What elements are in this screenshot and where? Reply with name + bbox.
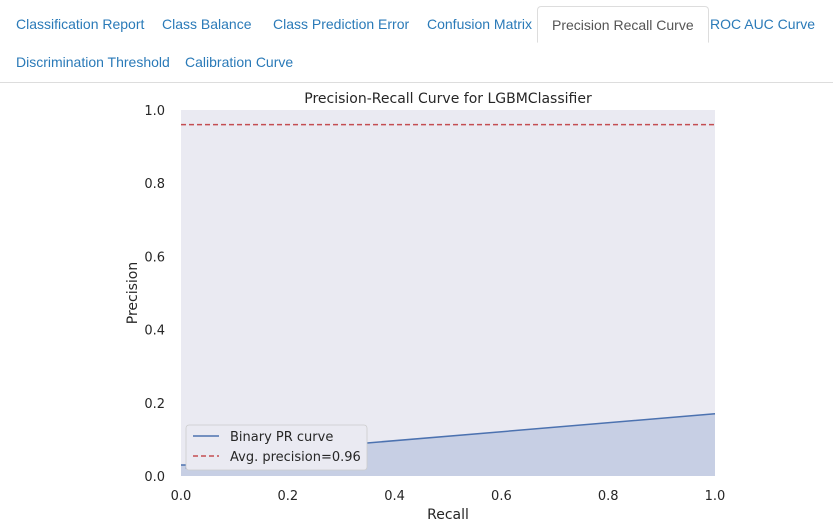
tab-precision-recall-curve[interactable]: Precision Recall Curve	[537, 6, 709, 43]
tab-class-prediction-error[interactable]: Class Prediction Error	[273, 16, 410, 32]
tab-calibration-curve[interactable]: Calibration Curve	[185, 54, 294, 70]
report-tabs: Classification Report Class Balance Clas…	[0, 0, 833, 83]
x-axis-label: Recall	[427, 507, 469, 523]
chart-area: 0.0 0.2 0.4 0.6 0.8 1.0 0.0 0.2 0.4 0.6 0.8 1.0 Pr…	[0, 83, 833, 523]
y-tick-label: 0.8	[144, 177, 165, 192]
tab-confusion-matrix[interactable]: Confusion Matrix	[427, 16, 533, 32]
y-tick-label: 1.0	[144, 104, 165, 119]
legend-box	[185, 424, 368, 471]
x-tick-label: 0.2	[277, 489, 298, 504]
tab-class-balance[interactable]: Class Balance	[162, 16, 252, 32]
x-tick-label: 1.0	[705, 489, 726, 504]
x-tick-label: 0.6	[491, 489, 512, 504]
legend-label-avg-precision: Avg. precision=0.96	[230, 450, 361, 465]
y-tick-label: 0.4	[144, 324, 165, 339]
legend-label-pr-curve: Binary PR curve	[230, 430, 333, 445]
x-tick-label: 0.0	[171, 489, 192, 504]
tab-discrimination-threshold[interactable]: Discrimination Threshold	[16, 54, 170, 70]
y-tick-label: 0.2	[144, 397, 165, 412]
precision-recall-chart: 0.0 0.2 0.4 0.6 0.8 1.0 0.0 0.2 0.4 0.6 0.8 1.0 Pr…	[125, 91, 726, 523]
y-tick-label: 0.6	[144, 250, 165, 265]
y-tick-label: 0.0	[144, 470, 165, 485]
tab-roc-auc-curve[interactable]: ROC AUC Curve	[710, 16, 816, 32]
plot-background	[181, 110, 715, 476]
x-tick-label: 0.4	[384, 489, 405, 504]
chart-title: Precision-Recall Curve for LGBMClassifie…	[304, 91, 592, 107]
legend: Binary PR curve Avg. precision=0.96	[185, 424, 368, 471]
y-axis-label: Precision	[125, 262, 141, 324]
tab-classification-report[interactable]: Classification Report	[16, 16, 145, 32]
x-tick-label: 0.8	[598, 489, 619, 504]
